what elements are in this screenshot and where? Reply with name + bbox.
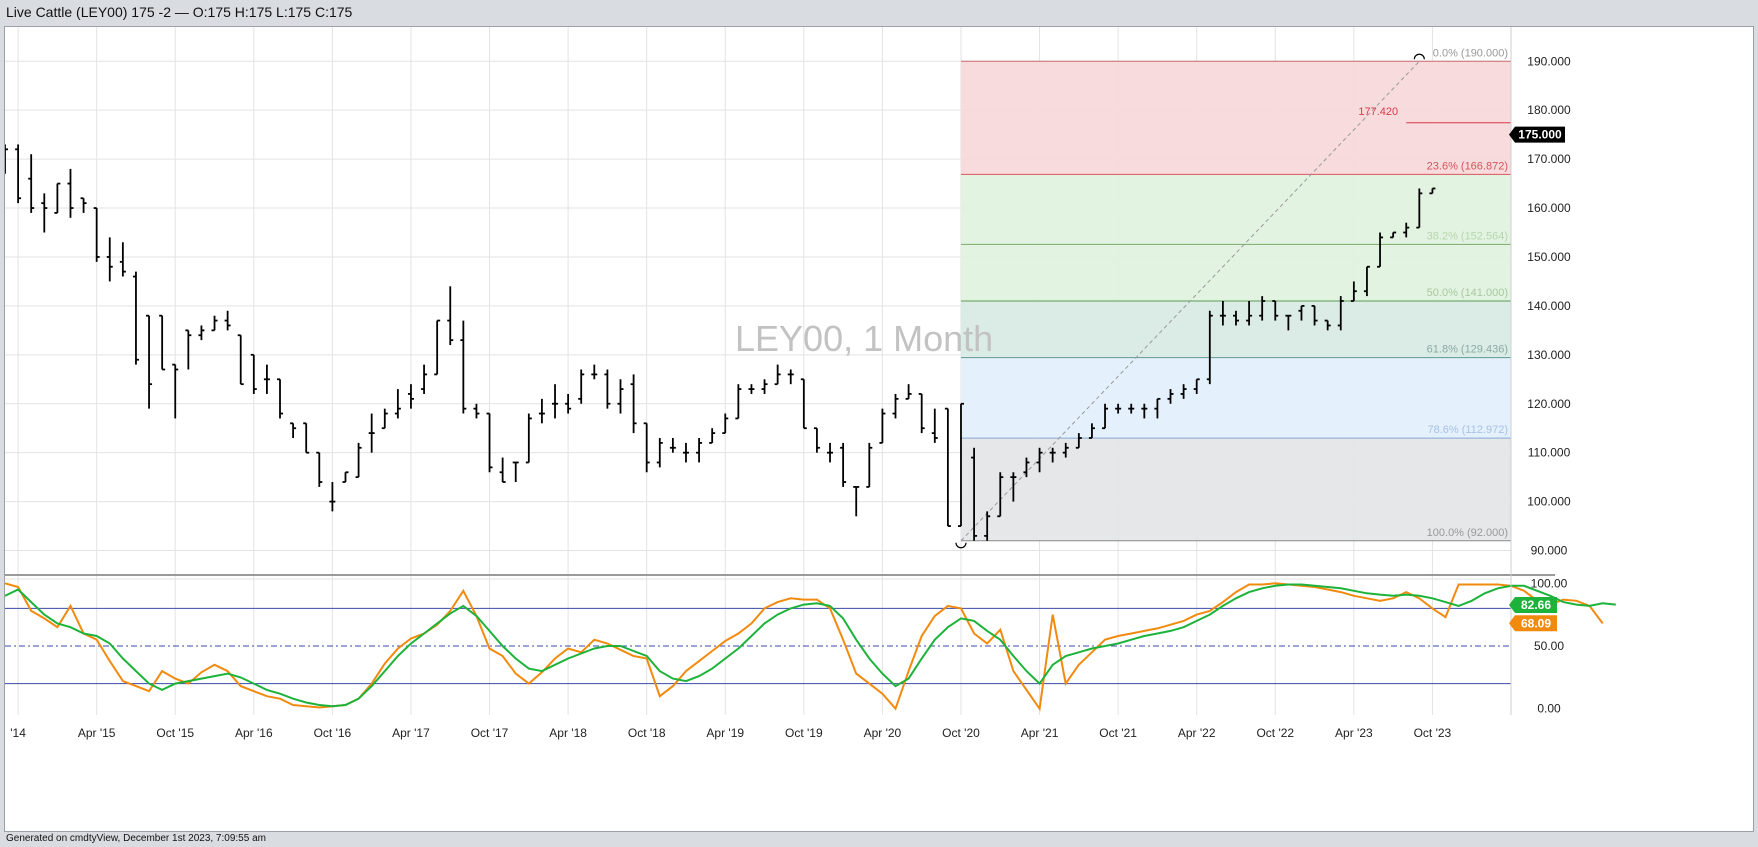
osc-value-label-slow: 82.66 <box>1521 598 1551 612</box>
fib-zone <box>960 301 1511 358</box>
osc-line-slow <box>5 583 1616 708</box>
chart-panel[interactable]: 0.0% (190.000) 23.6% (166.872) 38.2% (152.… <box>4 26 1754 832</box>
x-tick-label: Apr '20 <box>864 726 902 740</box>
x-tick-label: Oct '23 <box>1414 726 1452 740</box>
x-tick-label: Apr '15 <box>78 726 116 740</box>
price-bars <box>5 144 1436 541</box>
fib-level-label: 50.0% (141.000) <box>1427 287 1508 299</box>
x-tick-label: Apr '18 <box>549 726 587 740</box>
y-tick-label: 140.000 <box>1527 299 1571 313</box>
fib-anchor-high <box>1413 53 1425 60</box>
x-tick-label: Oct '21 <box>1099 726 1137 740</box>
y-tick-label: 120.000 <box>1527 397 1571 411</box>
x-tick-label: Oct '22 <box>1256 726 1294 740</box>
y-tick-label: 190.000 <box>1527 54 1571 68</box>
fib-zone <box>960 357 1511 439</box>
x-tick-label: Apr '19 <box>706 726 744 740</box>
y-tick-label: 110.000 <box>1528 446 1571 460</box>
osc-value-badge-slow <box>1509 597 1557 614</box>
chart-title: Live Cattle (LEY00) 175 -2 — O:175 H:175… <box>6 4 353 20</box>
x-tick-label: Oct '16 <box>314 726 352 740</box>
fib-level-label: 78.6% (112.972) <box>1427 424 1508 436</box>
osc-value-badge-fast <box>1509 615 1557 632</box>
y-tick-label: 180.000 <box>1527 103 1571 117</box>
fib-level-label: 100.0% (92.000) <box>1427 527 1508 539</box>
y-tick-label: 90.000 <box>1531 544 1568 558</box>
fib-zone <box>960 61 1511 175</box>
y-tick-label: 130.000 <box>1527 348 1571 362</box>
fib-trend-line <box>960 60 1420 542</box>
osc-value-label-fast: 68.09 <box>1521 616 1551 630</box>
footer-text: Generated on cmdtyView, December 1st 202… <box>6 833 266 844</box>
fib-level-label: 61.8% (129.436) <box>1427 344 1508 356</box>
x-tick-label: Oct '15 <box>156 726 194 740</box>
y-tick-label: 160.000 <box>1527 201 1571 215</box>
x-tick-label: Oct '17 <box>471 726 509 740</box>
x-tick-label: Oct '19 <box>785 726 823 740</box>
y-tick-label: 100.000 <box>1527 495 1571 509</box>
chart-svg[interactable]: 0.0% (190.000) 23.6% (166.872) 38.2% (152.… <box>5 27 1755 833</box>
osc-line-fast <box>5 582 1604 712</box>
fib-retracement[interactable]: 0.0% (190.000) 23.6% (166.872) 38.2% (152.… <box>955 47 1511 549</box>
last-price-label: 175.000 <box>1518 128 1562 142</box>
stochastic-panel <box>5 578 1616 712</box>
osc-y-tick-label: 50.00 <box>1534 639 1564 653</box>
x-tick-label: Oct '18 <box>628 726 666 740</box>
y-tick-label: 150.000 <box>1527 250 1571 264</box>
osc-y-tick-label: 0.00 <box>1537 702 1561 716</box>
fib-anchor-low <box>955 542 967 549</box>
x-tick-label: Apr '21 <box>1021 726 1059 740</box>
trend-line-label: 177.420 <box>1358 106 1398 118</box>
chart-watermark: LEY00, 1 Month <box>735 318 993 359</box>
x-tick-label: Apr '17 <box>392 726 430 740</box>
x-tick-label: Apr '23 <box>1335 726 1373 740</box>
last-price-badge <box>1509 126 1565 143</box>
fib-level-label: 0.0% (190.000) <box>1433 47 1508 59</box>
footer: Generated on cmdtyView, December 1st 202… <box>0 832 1758 847</box>
title-bar: Live Cattle (LEY00) 175 -2 — O:175 H:175… <box>0 0 1758 26</box>
x-tick-label: Apr '16 <box>235 726 273 740</box>
fib-zone <box>960 438 1511 541</box>
y-tick-label: 170.000 <box>1527 152 1571 166</box>
fib-zone <box>960 244 1511 301</box>
fib-level-label: 38.2% (152.564) <box>1427 230 1508 242</box>
osc-y-tick-label: 100.00 <box>1531 576 1568 590</box>
x-tick-label: '14 <box>10 726 26 740</box>
x-tick-label: Apr '22 <box>1178 726 1216 740</box>
x-tick-label: Oct '20 <box>942 726 980 740</box>
fib-level-label: 23.6% (166.872) <box>1427 160 1508 172</box>
axes: '14 Apr '15 Oct '15 Apr '16 Oct '16 Apr '17 Oc… <box>5 27 1571 740</box>
